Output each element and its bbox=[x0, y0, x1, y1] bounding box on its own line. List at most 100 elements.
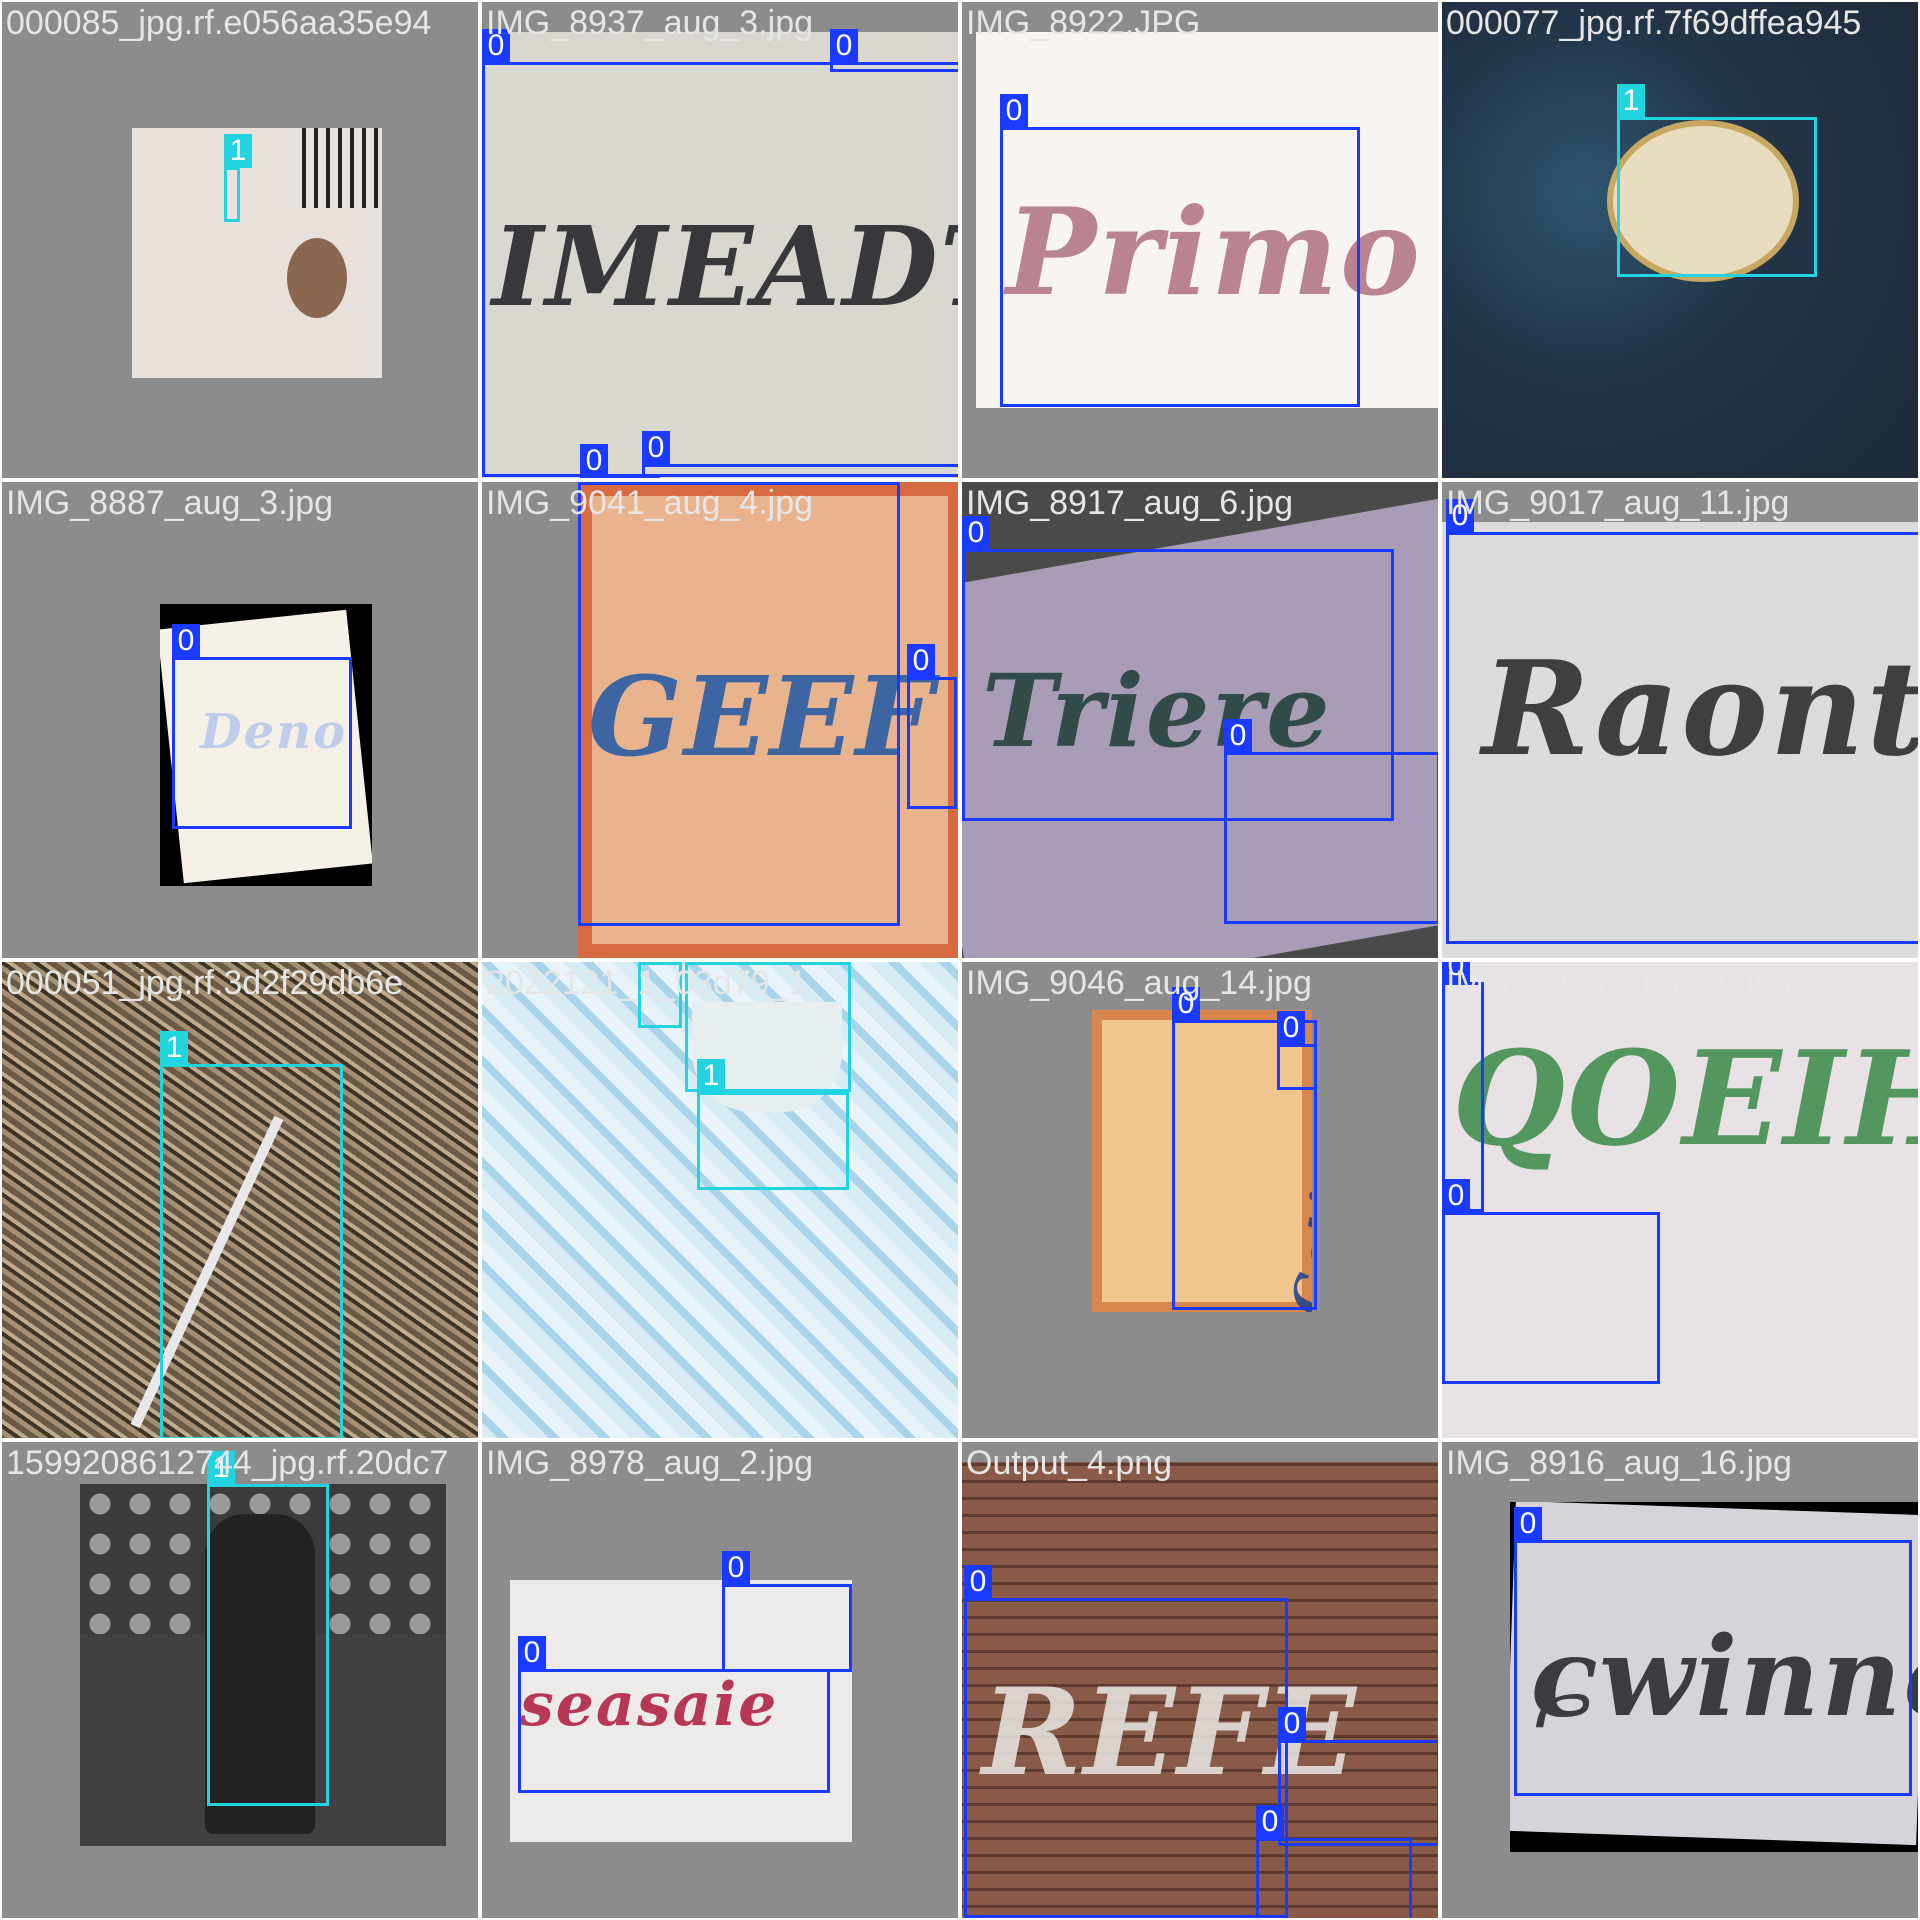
detection-box: 1 bbox=[224, 134, 252, 222]
bottle-shape bbox=[205, 1514, 315, 1834]
class-label: 0 bbox=[1442, 1179, 1470, 1213]
bottle-cap-shape bbox=[1607, 120, 1799, 282]
tile-5: GEEF IMG_9041_aug_4.jpg 0 0 bbox=[480, 480, 960, 960]
detection-box: 0 bbox=[1514, 1507, 1912, 1796]
class-label: 0 bbox=[1442, 962, 1470, 983]
class-label: 0 bbox=[1514, 1507, 1542, 1541]
class-label: 0 bbox=[580, 444, 608, 478]
tile-filename: IMG_9017_aug_11.jpg bbox=[1446, 484, 1790, 522]
tile-filename: 000085_jpg.rf.e056aa35e94 bbox=[6, 4, 432, 42]
tile-filename: IMG_8916_aug_16.jpg bbox=[1446, 1444, 1792, 1482]
detection-box: 1 bbox=[207, 1451, 329, 1806]
tile-photo bbox=[80, 1484, 446, 1846]
tile-8: 000051_jpg.rf.3d2f29db6e 1 bbox=[0, 960, 480, 1440]
door-frame-shape bbox=[578, 482, 958, 958]
detection-box: 0 bbox=[482, 29, 958, 477]
detection-box: 0 bbox=[962, 516, 1394, 821]
detection-box: 0 bbox=[1278, 1707, 1438, 1846]
class-label: 0 bbox=[1000, 94, 1028, 128]
class-label: 1 bbox=[697, 1059, 725, 1093]
tile-15: ɕwinno IMG_8916_aug_16.jpg 0 bbox=[1440, 1440, 1920, 1920]
class-label: 0 bbox=[962, 516, 990, 550]
tile-6: Triere IMG_8917_aug_6.jpg 0 0 bbox=[960, 480, 1440, 960]
class-label: 0 bbox=[172, 624, 200, 658]
tile-14: REFE Output_4.png 0 0 0 bbox=[960, 1440, 1440, 1920]
graffiti-shape: Triere bbox=[982, 652, 1332, 770]
tile-filename: IMG_8887_aug_3.jpg bbox=[6, 484, 334, 522]
tile-filename: IMG_8917_aug_6.jpg bbox=[966, 484, 1294, 522]
graffiti-shape: ɕwinno bbox=[1530, 1612, 1918, 1741]
tile-11: QOEIH IMG_8933_aug_10.jpg 0 0 bbox=[1440, 960, 1920, 1440]
class-label: 0 bbox=[1277, 1011, 1305, 1045]
class-label: 1 bbox=[1617, 84, 1645, 118]
detection-box: 0 bbox=[1442, 962, 1484, 1212]
tile-0: 000085_jpg.rf.e056aa35e94 1 bbox=[0, 0, 480, 480]
detection-box: 0 bbox=[642, 431, 958, 478]
tile-filename: 000051_jpg.rf.3d2f29db6e bbox=[6, 964, 404, 1002]
tile-photo bbox=[482, 962, 958, 1438]
detection-box: 1 bbox=[160, 1031, 343, 1438]
class-label: 1 bbox=[160, 1031, 188, 1065]
tile-filename: IMG_8922.JPG bbox=[966, 4, 1201, 42]
detection-box: 0 bbox=[1172, 987, 1317, 1310]
tile-2: Primo IMG_8922.JPG 0 bbox=[960, 0, 1440, 480]
graffiti-shape: Deno bbox=[200, 704, 348, 760]
graffiti-shape: seasaie bbox=[520, 1670, 779, 1740]
class-label: 0 bbox=[1224, 719, 1252, 753]
detection-box: 1 bbox=[1617, 84, 1817, 277]
detection-box: 0 bbox=[1442, 1179, 1660, 1384]
tile-filename: IMG_9041_aug_4.jpg bbox=[486, 484, 814, 522]
class-label: 0 bbox=[482, 29, 510, 63]
class-label: 0 bbox=[1172, 987, 1200, 1021]
tile-1: IMEADT IMG_8937_aug_3.jpg 0 0 0 0 bbox=[480, 0, 960, 480]
class-label: 0 bbox=[1278, 1707, 1306, 1741]
tile-13: seasaie IMG_8978_aug_2.jpg 0 0 bbox=[480, 1440, 960, 1920]
tile-12: 1599208612744_jpg.rf.20dc7 1 bbox=[0, 1440, 480, 1920]
tile-photo bbox=[1442, 2, 1918, 478]
tile-filename: IMG_8933_aug_10.jpg bbox=[1446, 964, 1792, 1002]
tile-photo: IMEADT bbox=[482, 32, 958, 478]
detection-box: 0 bbox=[1000, 94, 1360, 407]
detection-box: 0 bbox=[1446, 499, 1918, 944]
tile-4: Deno IMG_8887_aug_3.jpg 0 bbox=[0, 480, 480, 960]
tile-photo bbox=[2, 962, 478, 1438]
detection-box: 1 bbox=[697, 1059, 849, 1190]
tile-photo: seasaie bbox=[510, 1580, 852, 1842]
class-label: 0 bbox=[518, 1636, 546, 1670]
class-label: 1 bbox=[207, 1451, 235, 1485]
tile-photo: QOEIH bbox=[1442, 962, 1920, 1438]
tile-photo: Raont bbox=[1442, 522, 1920, 958]
tile-photo: Catiagusto bbox=[1092, 1010, 1312, 1312]
detection-box: 1 bbox=[685, 962, 851, 1092]
detection-box: 0 bbox=[578, 482, 900, 926]
class-label: 0 bbox=[642, 431, 670, 465]
class-label: 0 bbox=[578, 482, 606, 483]
graffiti-shape: Primo bbox=[1006, 182, 1423, 323]
detection-box: 0 bbox=[1277, 1011, 1317, 1090]
detection-box: 0 bbox=[907, 644, 957, 809]
tile-photo bbox=[132, 128, 382, 378]
tile-photo: Primo bbox=[976, 32, 1438, 408]
class-label: 1 bbox=[224, 134, 252, 168]
detection-box: 0 bbox=[1256, 1805, 1412, 1918]
graffiti-shape: Raont bbox=[1482, 632, 1920, 785]
fence-shape bbox=[302, 128, 382, 208]
graffiti-shape: GEEF bbox=[588, 652, 936, 781]
tile-photo: GEEF bbox=[578, 482, 958, 958]
class-label: 0 bbox=[722, 1551, 750, 1585]
detection-box: 0 bbox=[518, 1636, 830, 1793]
class-label: 0 bbox=[907, 644, 935, 678]
detection-box: 0 bbox=[964, 1565, 1288, 1918]
tile-filename: 2022121_1_03d79_1 bbox=[486, 964, 808, 1002]
detection-box: 1 bbox=[638, 962, 682, 1028]
detection-box: 0 bbox=[580, 444, 660, 478]
graffiti-shape: IMEADT bbox=[492, 202, 958, 331]
tile-filename: IMG_8978_aug_2.jpg bbox=[486, 1444, 814, 1482]
class-label: 0 bbox=[830, 29, 858, 63]
graffiti-shape: QOEIH bbox=[1452, 1022, 1920, 1175]
class-label: 0 bbox=[964, 1565, 992, 1599]
class-label: 1 bbox=[685, 962, 713, 963]
detection-box: 0 bbox=[830, 29, 958, 72]
tile-filename: Output_4.png bbox=[966, 1444, 1173, 1482]
